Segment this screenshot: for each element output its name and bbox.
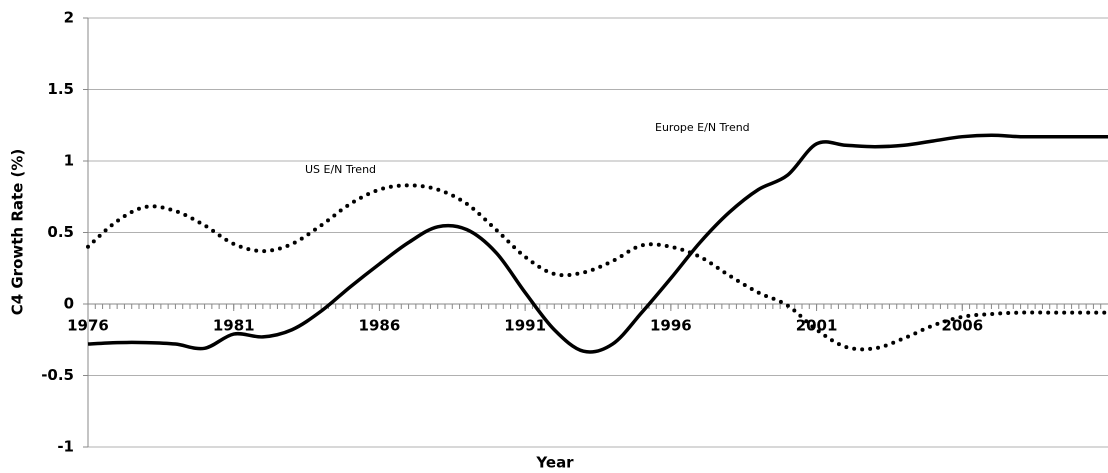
- y-tick-label: 0: [64, 295, 74, 313]
- y-axis-title: C4 Growth Rate (%): [9, 149, 27, 316]
- y-tick-label: 1.5: [47, 80, 74, 98]
- x-tick-label: 1991: [504, 317, 546, 335]
- x-tick-label: 1986: [359, 317, 401, 335]
- annotation: Europe E/N Trend: [655, 121, 750, 134]
- x-tick-label: 2001: [796, 317, 838, 335]
- y-tick-label: -1: [57, 438, 74, 456]
- x-tick-label: 1981: [213, 317, 255, 335]
- x-axis-title: Year: [535, 454, 574, 472]
- y-tick-label: 1: [64, 152, 74, 170]
- x-tick-label: 1996: [650, 317, 692, 335]
- x-tick-label: 1976: [67, 317, 109, 335]
- y-tick-label: 2: [64, 9, 74, 27]
- x-tick-label: 2006: [941, 317, 983, 335]
- y-tick-label: -0.5: [41, 366, 74, 384]
- y-tick-label: 0.5: [47, 223, 74, 241]
- series-line: [87, 133, 1108, 354]
- annotation: US E/N Trend: [305, 163, 376, 176]
